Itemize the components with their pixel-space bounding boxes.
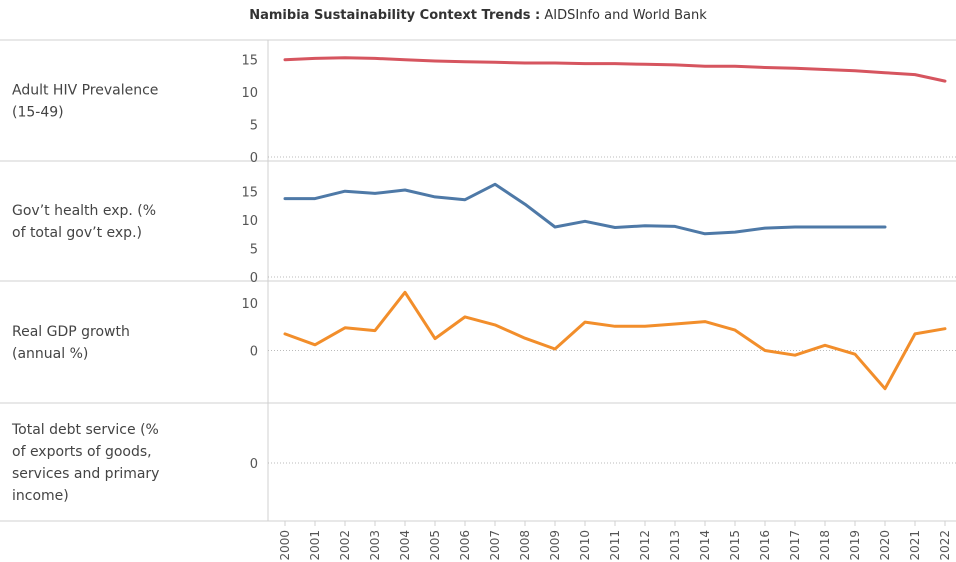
x-tick-label: 2008: [518, 530, 532, 561]
y-tick-label: 10: [241, 214, 258, 229]
x-tick-label: 2016: [758, 530, 772, 561]
panel-label: Total debt service (%: [11, 422, 159, 438]
y-tick-label: 0: [250, 457, 258, 472]
series-line: [283, 290, 947, 391]
x-tick-label: 2011: [608, 530, 622, 561]
y-tick-label: 15: [241, 54, 258, 69]
x-tick-label: 2012: [638, 530, 652, 561]
x-tick-label: 2006: [458, 530, 472, 561]
x-tick-label: 2000: [278, 530, 292, 561]
chart-title-rest: AIDSInfo and World Bank: [540, 8, 707, 23]
y-tick-label: 10: [241, 86, 258, 101]
chart-title: Namibia Sustainability Context Trends : …: [0, 8, 956, 23]
x-tick-label: 2021: [908, 530, 922, 561]
x-tick-label: 2018: [818, 530, 832, 561]
panel-label: income): [12, 488, 69, 504]
y-tick-label: 0: [250, 151, 258, 166]
x-tick-label: 2013: [668, 530, 682, 561]
x-tick-label: 2002: [338, 530, 352, 561]
x-tick-label: 2014: [698, 530, 712, 561]
x-tick-label: 2015: [728, 530, 742, 561]
x-tick-label: 2001: [308, 530, 322, 561]
y-tick-label: 0: [250, 271, 258, 286]
x-tick-label: 2009: [548, 530, 562, 561]
y-tick-label: 5: [250, 243, 258, 258]
y-tick-label: 15: [241, 186, 258, 201]
y-tick-label: 0: [250, 344, 258, 359]
series-line: [283, 56, 947, 83]
x-tick-label: 2019: [848, 530, 862, 561]
x-tick-label: 2004: [398, 530, 412, 561]
panel-label: services and primary: [12, 466, 159, 482]
y-tick-label: 5: [250, 119, 258, 134]
panel-label: Gov’t health exp. (%: [12, 203, 156, 219]
panel-label: Real GDP growth: [12, 324, 130, 340]
x-tick-label: 2007: [488, 530, 502, 561]
panel-label: of exports of goods,: [12, 444, 152, 460]
x-tick-label: 2003: [368, 530, 382, 561]
x-tick-label: 2022: [938, 530, 952, 561]
chart-title-bold: Namibia Sustainability Context Trends :: [249, 8, 541, 23]
panel-label: of total gov’t exp.): [12, 225, 142, 241]
y-tick-label: 10: [241, 297, 258, 312]
panel-label: (annual %): [12, 346, 88, 362]
x-tick-label: 2005: [428, 530, 442, 561]
x-tick-label: 2020: [878, 530, 892, 561]
series-line: [283, 182, 887, 236]
x-tick-label: 2010: [578, 530, 592, 561]
panel-label: (15-49): [12, 105, 64, 121]
x-tick-label: 2017: [788, 530, 802, 561]
panel-label: Adult HIV Prevalence: [12, 83, 158, 99]
